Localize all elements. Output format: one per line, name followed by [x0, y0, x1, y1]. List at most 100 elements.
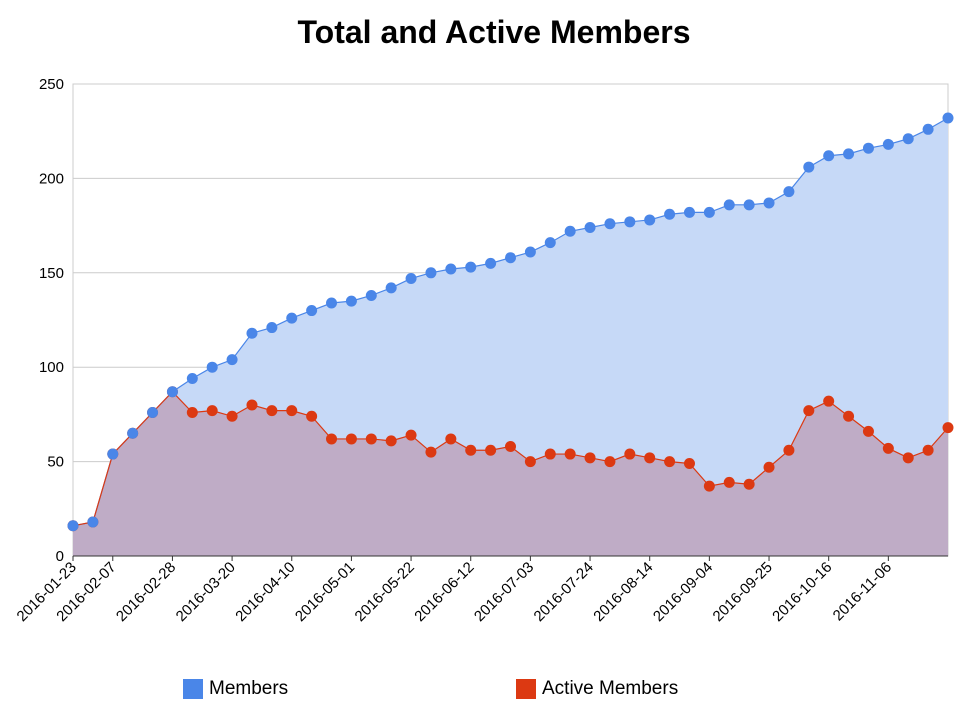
data-point-active-members: [445, 433, 457, 445]
data-point-active-members: [505, 441, 516, 452]
data-point-active-members: [683, 457, 695, 469]
data-point-active-members: [763, 461, 775, 473]
data-point-members: [226, 354, 238, 366]
legend-item-active-members[interactable]: Active Members: [516, 678, 678, 700]
x-tick-label: 2016-09-04: [650, 559, 716, 625]
data-point-active-members: [862, 425, 874, 437]
data-point-members: [505, 252, 516, 264]
data-point-active-members: [286, 405, 298, 417]
series-area-1: [73, 391, 948, 556]
data-point-members: [922, 123, 934, 135]
data-point-active-members: [385, 435, 397, 447]
data-point-members: [166, 386, 178, 398]
data-point-active-members: [544, 448, 556, 460]
data-point-members: [544, 237, 556, 249]
legend-item-members[interactable]: Members: [183, 678, 288, 700]
data-point-active-members: [783, 444, 795, 456]
legend-label-active-members: Active Members: [542, 678, 679, 699]
x-tick-label: 2016-02-28: [113, 559, 179, 625]
x-tick-label: 2016-07-24: [531, 559, 597, 625]
data-point-members: [425, 267, 437, 279]
x-tick-label: 2016-03-20: [173, 559, 239, 625]
y-tick-label: 200: [39, 170, 64, 187]
data-point-active-members: [902, 452, 914, 464]
data-point-members: [564, 225, 576, 237]
data-point-members: [365, 289, 377, 301]
data-point-active-members: [723, 476, 735, 488]
legend-label-members: Members: [209, 678, 289, 699]
data-point-active-members: [823, 395, 835, 407]
data-point-members: [763, 197, 775, 209]
y-tick-label: 150: [39, 265, 64, 282]
data-point-members: [823, 150, 835, 162]
data-point-members: [843, 148, 855, 160]
x-tick-label: 2016-10-16: [769, 559, 835, 625]
data-point-active-members: [326, 433, 338, 445]
data-point-active-members: [465, 444, 477, 456]
data-point-members: [604, 218, 616, 230]
data-point-members: [206, 361, 218, 373]
data-point-active-members: [644, 452, 656, 464]
data-point-members: [127, 427, 139, 439]
data-point-members: [147, 407, 159, 419]
data-point-active-members: [186, 407, 198, 419]
data-point-active-members: [206, 405, 218, 417]
data-point-active-members: [266, 405, 278, 417]
data-point-members: [803, 161, 815, 173]
data-point-members: [882, 138, 894, 150]
x-tick-label: 2016-07-03: [471, 559, 537, 625]
x-tick-label: 2016-05-01: [292, 559, 358, 625]
data-point-active-members: [942, 422, 954, 434]
data-point-active-members: [843, 410, 855, 422]
data-point-members: [345, 295, 357, 307]
point-layer: [67, 112, 954, 532]
data-point-members: [445, 263, 457, 275]
data-point-active-members: [564, 448, 576, 460]
x-tick-label: 2016-06-12: [411, 559, 477, 625]
data-point-members: [703, 206, 715, 218]
legend-swatch-active-members: [516, 679, 536, 699]
x-tick-label: 2016-11-06: [830, 559, 895, 624]
data-point-members: [266, 322, 278, 334]
x-tick-label: 2016-09-25: [710, 559, 776, 625]
data-point-members: [862, 142, 874, 154]
data-point-members: [246, 327, 258, 339]
data-point-active-members: [246, 399, 258, 411]
data-point-members: [942, 112, 954, 124]
data-point-members: [107, 448, 119, 460]
data-point-members: [783, 186, 795, 198]
data-point-active-members: [365, 433, 377, 445]
data-point-active-members: [803, 405, 815, 417]
data-point-members: [902, 133, 914, 145]
y-tick-label: 100: [39, 359, 64, 376]
data-point-active-members: [664, 456, 676, 468]
data-point-active-members: [485, 444, 497, 456]
data-point-active-members: [306, 410, 318, 422]
data-point-members: [524, 246, 536, 258]
data-point-active-members: [405, 429, 417, 441]
data-point-members: [723, 199, 735, 211]
data-point-members: [584, 221, 596, 233]
data-point-active-members: [425, 446, 437, 458]
data-point-members: [644, 214, 656, 226]
y-tick-label: 50: [47, 454, 64, 471]
data-point-members: [306, 305, 318, 317]
legend-swatch-members: [183, 679, 203, 699]
data-point-members: [624, 216, 636, 228]
data-point-members: [326, 297, 338, 309]
area-layer: [73, 117, 948, 556]
data-point-active-members: [584, 452, 596, 464]
data-point-members: [683, 206, 695, 218]
data-point-members: [485, 257, 497, 269]
y-tick-label: 250: [39, 76, 64, 93]
data-point-active-members: [743, 478, 755, 490]
data-point-members: [405, 272, 417, 284]
data-point-members: [286, 312, 298, 324]
data-point-members: [385, 282, 397, 294]
data-point-members: [664, 208, 676, 220]
y-tick-label: 0: [56, 548, 64, 565]
data-point-active-members: [922, 444, 934, 456]
data-point-members: [186, 373, 198, 385]
data-point-active-members: [624, 448, 636, 460]
